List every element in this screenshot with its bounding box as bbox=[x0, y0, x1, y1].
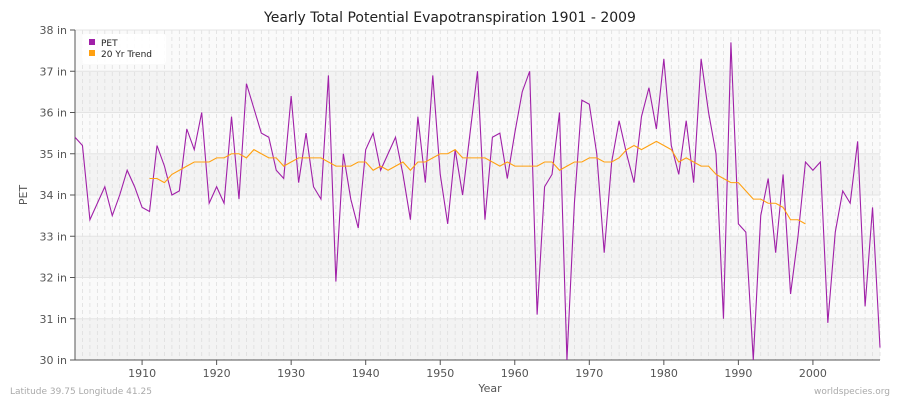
legend: PET 20 Yr Trend bbox=[82, 34, 166, 64]
x-tick-label: 1960 bbox=[501, 367, 529, 380]
x-tick-label: 1990 bbox=[724, 367, 752, 380]
x-tick-label: 1980 bbox=[650, 367, 678, 380]
y-tick-label: 31 in bbox=[39, 313, 67, 326]
x-tick-label: 1970 bbox=[575, 367, 603, 380]
x-tick-label: 1940 bbox=[352, 367, 380, 380]
y-tick-label: 37 in bbox=[39, 65, 67, 78]
legend-swatch-pet bbox=[89, 39, 95, 45]
footer-coordinates: Latitude 39.75 Longitude 41.25 bbox=[10, 387, 152, 397]
x-tick-label: 1920 bbox=[203, 367, 231, 380]
plot-band bbox=[75, 113, 880, 154]
legend-label-pet: PET bbox=[101, 39, 118, 49]
y-axis: 30 in 31 in 32 in 33 in 34 in 35 in 36 in 37 in… bbox=[39, 24, 75, 367]
y-tick-label: 35 in bbox=[39, 148, 67, 161]
footer-source[interactable]: worldspecies.org bbox=[814, 387, 890, 397]
x-axis: 1910 1920 1930 1940 1950 1960 1970 1980 1990 2000 bbox=[75, 360, 880, 380]
x-tick-label: 1930 bbox=[277, 367, 305, 380]
y-tick-label: 33 in bbox=[39, 230, 67, 243]
x-axis-label: Year bbox=[477, 382, 502, 395]
x-tick-label: 1950 bbox=[426, 367, 454, 380]
y-tick-label: 38 in bbox=[39, 24, 67, 37]
y-tick-label: 36 in bbox=[39, 107, 67, 120]
x-tick-label: 1910 bbox=[128, 367, 156, 380]
y-tick-label: 34 in bbox=[39, 189, 67, 202]
legend-swatch-trend bbox=[89, 50, 95, 56]
chart-title: Yearly Total Potential Evapotranspiratio… bbox=[263, 10, 636, 26]
y-tick-label: 32 in bbox=[39, 272, 67, 285]
legend-label-trend: 20 Yr Trend bbox=[101, 50, 152, 60]
y-axis-label: PET bbox=[17, 185, 30, 206]
x-tick-label: 2000 bbox=[799, 367, 827, 380]
y-tick-label: 30 in bbox=[39, 354, 67, 367]
